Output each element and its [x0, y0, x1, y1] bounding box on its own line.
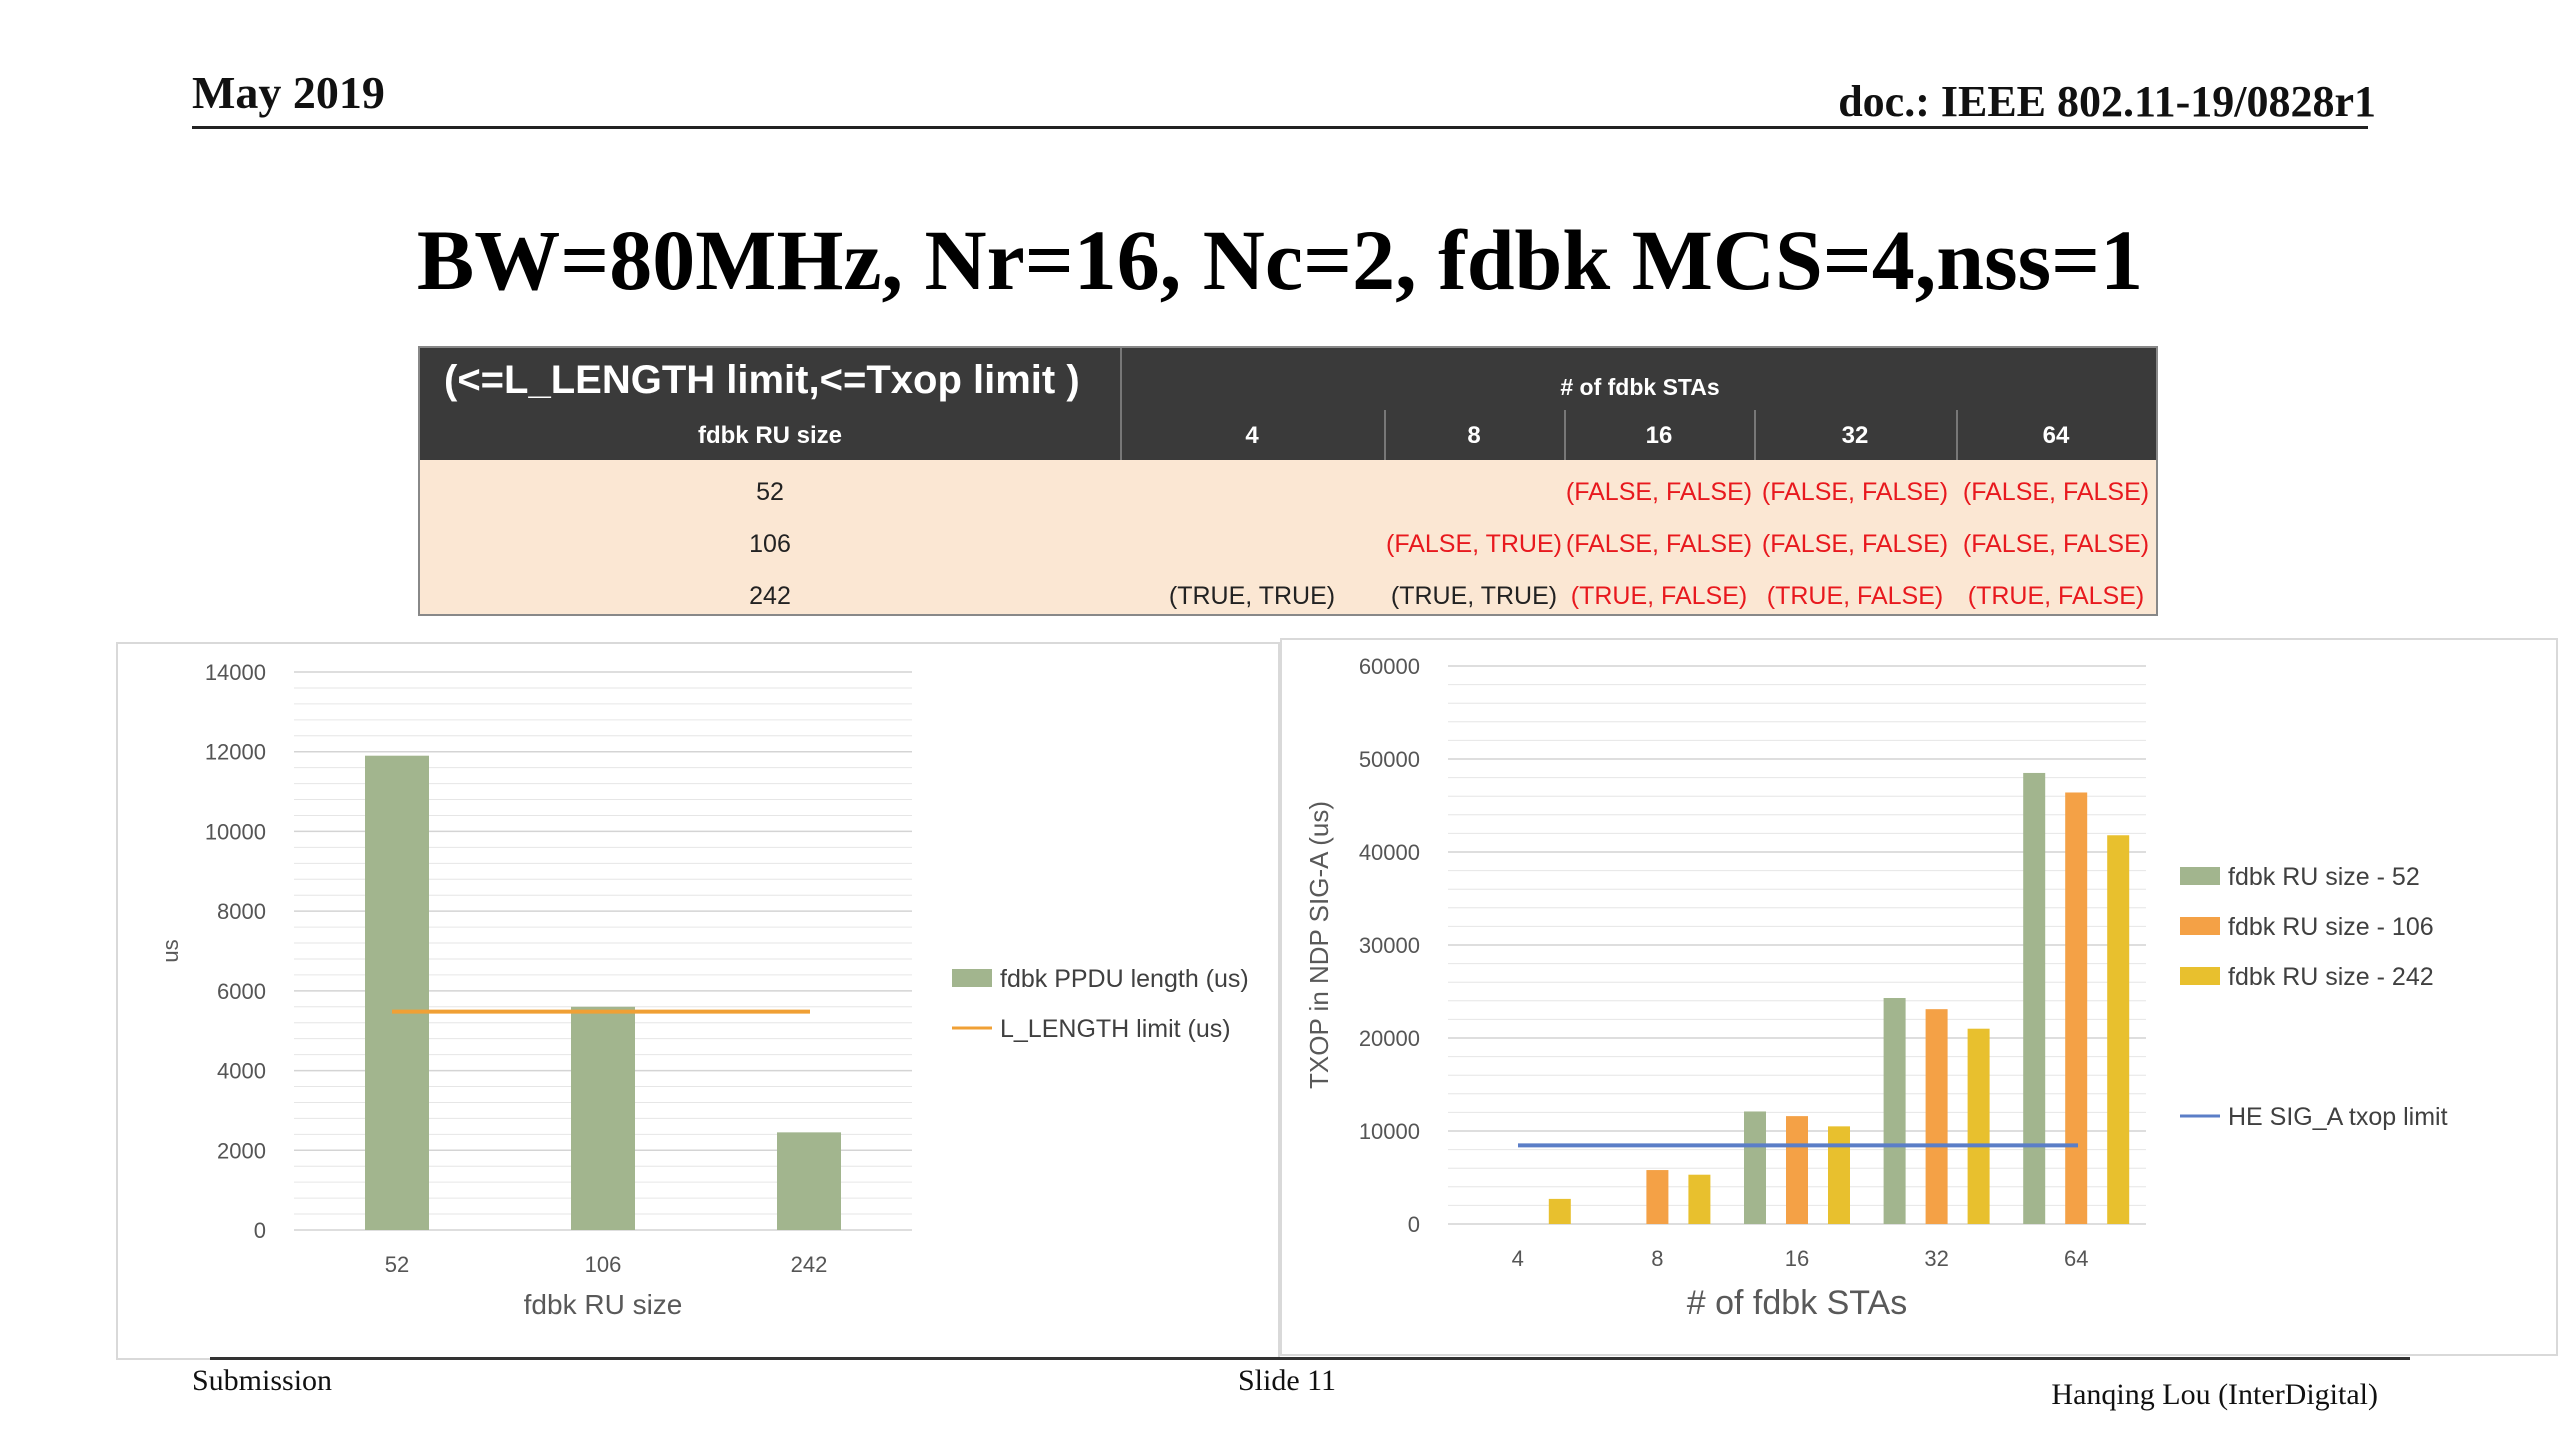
chart-ppdu-length: 0 2000 4000 6000 8000 10000 12000 14000 52 106 242…	[158, 660, 1249, 1320]
legend-label: fdbk RU size - 242	[2228, 963, 2434, 991]
y-axis-label: TXOP in NDP SIG-A (us)	[1304, 801, 1334, 1089]
y-tick-label: 8000	[217, 899, 266, 924]
legend-swatch	[2180, 917, 2220, 935]
header-date: May 2019	[192, 67, 385, 118]
y-tick-label: 10000	[205, 819, 266, 844]
chart-panel-right: 0 10000 20000 30000 40000 50000 60000 4 8 16 32 64 #…	[1280, 638, 2558, 1356]
table-row-label: 52	[756, 478, 784, 506]
table-col-header: 4	[1245, 422, 1259, 449]
header-rule	[192, 126, 2368, 129]
table-cell: (TRUE, FALSE)	[1570, 582, 1748, 610]
bar	[1744, 1111, 1766, 1224]
x-tick-label: 106	[585, 1252, 622, 1277]
table-col-header: 64	[2042, 422, 2070, 449]
bar	[1828, 1126, 1850, 1224]
table-col-header: 32	[1841, 422, 1869, 449]
table-divider	[1564, 410, 1566, 460]
table-cell: (FALSE, FALSE)	[1565, 478, 1753, 506]
bar	[1967, 1028, 1990, 1224]
table-cell: (FALSE, TRUE)	[1386, 530, 1562, 558]
table-cell: (TRUE, TRUE)	[1168, 582, 1336, 610]
bar	[777, 1132, 841, 1230]
table-cell: (FALSE, FALSE)	[1761, 478, 1949, 506]
table-row-header: fdbk RU size	[697, 422, 843, 449]
header-doc-id: doc.: IEEE 802.11-19/0828r1	[1838, 77, 2376, 126]
y-tick-label: 14000	[205, 660, 266, 685]
bar	[365, 755, 429, 1230]
x-tick-label: 4	[1512, 1246, 1524, 1271]
bar	[2107, 835, 2130, 1224]
footer-slide-number: Slide 11	[1238, 1364, 1337, 1397]
table-cell: (FALSE, FALSE)	[1962, 530, 2150, 558]
bar	[1786, 1116, 1808, 1224]
table-cell: (FALSE, FALSE)	[1565, 530, 1753, 558]
table-row-label: 106	[749, 530, 791, 558]
table-divider	[1384, 410, 1386, 460]
y-tick-label: 20000	[1359, 1026, 1420, 1051]
y-tick-label: 4000	[217, 1059, 266, 1084]
legend-label: fdbk PPDU length (us)	[1000, 965, 1249, 993]
legend-label: HE SIG_A txop limit	[2228, 1103, 2448, 1131]
table-cell: (FALSE, FALSE)	[1761, 530, 1949, 558]
legend-swatch	[952, 969, 992, 987]
bar	[1883, 998, 1906, 1224]
y-tick-label: 30000	[1359, 933, 1420, 958]
table-divider	[1754, 410, 1756, 460]
legend-label: fdbk RU size - 52	[2228, 863, 2420, 891]
table-row-label: 242	[749, 582, 791, 610]
table-header-row-1: (<=L_LENGTH limit,<=Txop limit ) # of fd…	[420, 348, 2156, 410]
footer-submission: Submission	[192, 1364, 333, 1397]
bar	[1548, 1198, 1571, 1224]
bar	[1646, 1170, 1669, 1224]
bar	[1925, 1009, 1948, 1224]
result-table: (<=L_LENGTH limit,<=Txop limit ) # of fd…	[418, 346, 2158, 616]
y-tick-label: 60000	[1359, 654, 1420, 679]
table-divider	[1956, 410, 1958, 460]
y-tick-label: 0	[1408, 1212, 1420, 1237]
table-cell: (TRUE, FALSE)	[1967, 582, 2145, 610]
bar	[2023, 772, 2046, 1224]
footer-author: Hanqing Lou (InterDigital)	[2051, 1378, 2378, 1411]
legend-swatch	[2180, 967, 2220, 985]
x-tick-label: 32	[1924, 1246, 1948, 1271]
table-corner-label: (<=L_LENGTH limit,<=Txop limit )	[444, 358, 1080, 402]
y-axis-label: us	[158, 939, 183, 962]
x-tick-label: 52	[385, 1252, 409, 1277]
table-header-row-2: fdbk RU size 4 8 16 32 64	[420, 410, 2156, 460]
slide-title: BW=80MHz, Nr=16, Nc=2, fdbk MCS=4,nss=1	[416, 212, 2144, 308]
y-tick-label: 6000	[217, 979, 266, 1004]
x-tick-label: 64	[2064, 1246, 2088, 1271]
table-col-header: 16	[1645, 422, 1673, 449]
bar	[571, 1006, 635, 1230]
legend-swatch	[2180, 867, 2220, 885]
chart-txop: 0 10000 20000 30000 40000 50000 60000 4 8 16 32 64 #…	[1304, 654, 2448, 1322]
legend-label: L_LENGTH limit (us)	[1000, 1015, 1231, 1043]
y-tick-label: 50000	[1359, 747, 1420, 772]
legend-label: fdbk RU size - 106	[2228, 913, 2434, 941]
bar	[1688, 1174, 1711, 1224]
bar	[2065, 792, 2088, 1224]
table-cell: (TRUE, FALSE)	[1766, 582, 1944, 610]
x-tick-label: 16	[1785, 1246, 1809, 1271]
table-divider	[1120, 410, 1122, 460]
table-col-header: 8	[1467, 422, 1481, 449]
footer-rule	[210, 1357, 2410, 1360]
x-tick-label: 242	[791, 1252, 828, 1277]
y-tick-label: 2000	[217, 1138, 266, 1163]
y-tick-label: 10000	[1359, 1119, 1420, 1144]
y-tick-label: 12000	[205, 740, 266, 765]
table-header-divider	[1120, 348, 1122, 410]
table-cell: (FALSE, FALSE)	[1962, 478, 2150, 506]
chart-panel-left: 0 2000 4000 6000 8000 10000 12000 14000 52 106 242…	[116, 642, 1280, 1360]
table-group-header: # of fdbk STAs	[1560, 374, 1720, 400]
table-cell: (TRUE, TRUE)	[1390, 582, 1558, 610]
x-axis-label: fdbk RU size	[524, 1289, 683, 1320]
x-tick-label: 8	[1651, 1246, 1663, 1271]
y-tick-label: 0	[254, 1218, 266, 1243]
x-axis-label: # of fdbk STAs	[1687, 1284, 1907, 1322]
y-tick-label: 40000	[1359, 840, 1420, 865]
